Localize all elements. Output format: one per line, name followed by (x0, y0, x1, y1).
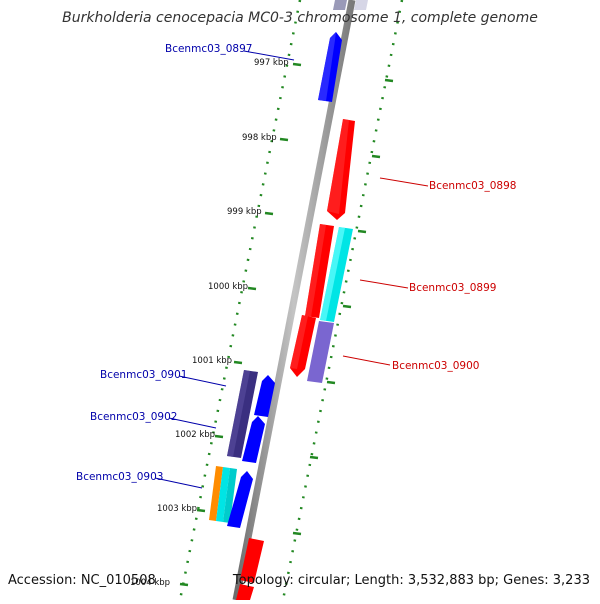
scale-tick-left-2 (264, 211, 274, 216)
chromosome-axis (232, 0, 356, 601)
leader-line-0897 (243, 50, 295, 61)
scale-label-1004: 1004 kbp (130, 578, 170, 588)
scale-tick-right-3 (342, 304, 352, 309)
gene-label-0900[interactable]: Bcenmc03_0900 (392, 360, 479, 372)
leader-line-0901 (178, 375, 227, 387)
genome-title: Burkholderia cenocepacia MC0-3 chromosom… (62, 10, 538, 26)
scale-tick-left-6 (196, 508, 206, 513)
gene-feature-reverse-lower (236, 538, 264, 600)
gene-label-0903[interactable]: Bcenmc03_0903 (76, 471, 163, 483)
gene-feature-bcenmc03-0902[interactable] (242, 416, 265, 463)
scale-label-998: 998 kbp (242, 133, 277, 143)
leader-line-0902 (168, 417, 217, 429)
scale-tick-left-4 (233, 360, 243, 365)
scale-tick-right-0 (384, 78, 394, 83)
gene-feature-bcenmc03-0901[interactable] (227, 370, 258, 458)
scale-tick-left-1 (279, 137, 289, 142)
gene-feature-bcenmc03-0901-b (254, 375, 275, 417)
scale-label-999: 999 kbp (227, 207, 262, 217)
scale-track-right (281, 0, 404, 601)
scale-label-1003: 1003 kbp (157, 504, 197, 514)
scale-tick-right-2 (357, 229, 367, 234)
leader-line-0898 (379, 177, 429, 187)
scale-tick-left-7 (179, 582, 189, 587)
gene-feature-bcenmc03-0899[interactable] (305, 224, 334, 318)
scale-label-1002: 1002 kbp (175, 430, 215, 440)
leader-line-0899 (359, 279, 409, 289)
scale-ticks (179, 62, 394, 587)
gene-label-0899[interactable]: Bcenmc03_0899 (409, 282, 496, 294)
gene-feature-bcenmc03-0898[interactable] (327, 119, 355, 220)
gene-feature-bcenmc03-0903[interactable] (209, 466, 253, 528)
gene-label-0897[interactable]: Bcenmc03_0897 (165, 43, 252, 55)
gene-label-0902[interactable]: Bcenmc03_0902 (90, 411, 177, 423)
gene-feature-purple (307, 321, 334, 383)
gene-label-0901[interactable]: Bcenmc03_0901 (100, 369, 187, 381)
scale-tick-right-4 (326, 380, 336, 385)
leader-line-0900 (342, 355, 391, 366)
scale-label-997: 997 kbp (254, 58, 289, 68)
gene-feature-cyan (320, 227, 353, 322)
scale-label-1000: 1000 kbp (208, 282, 248, 292)
scale-tick-right-5 (309, 455, 319, 460)
scale-tick-left-3 (247, 286, 257, 291)
leader-line-0903 (154, 477, 203, 489)
gene-feature-bcenmc03-0900[interactable] (290, 315, 316, 377)
gene-feature-bcenmc03-0897[interactable] (318, 32, 342, 102)
scale-tick-right-6 (292, 531, 302, 536)
scale-tick-left-0 (292, 62, 302, 67)
scale-label-1001: 1001 kbp (192, 356, 232, 366)
partial-feature-top (333, 0, 368, 10)
gene-label-0898[interactable]: Bcenmc03_0898 (429, 180, 516, 192)
scale-tick-left-5 (214, 434, 224, 439)
topology-text: Topology: circular; Length: 3,532,883 bp… (232, 573, 590, 588)
accession-text: Accession: NC_010508 (8, 573, 156, 588)
scale-tick-right-1 (371, 154, 381, 159)
